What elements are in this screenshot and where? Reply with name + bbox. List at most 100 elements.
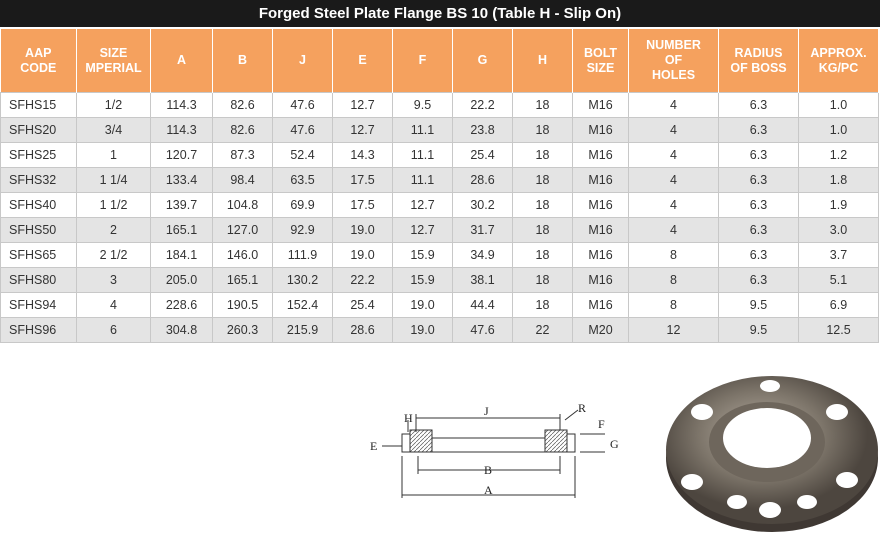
- table-cell: 17.5: [332, 192, 393, 218]
- table-cell: 25.4: [452, 142, 513, 168]
- header-line: B: [237, 53, 248, 67]
- table-cell: 1 1/4: [76, 167, 151, 193]
- table-cell: 28.6: [452, 167, 513, 193]
- table-cell: 104.8: [212, 192, 273, 218]
- table-cell: M16: [572, 192, 629, 218]
- table-cell: 4: [628, 217, 719, 243]
- table-cell: 6.3: [718, 192, 799, 218]
- table-cell: 11.1: [392, 142, 453, 168]
- table-cell: 31.7: [452, 217, 513, 243]
- label-b: B: [484, 463, 492, 477]
- table-cell: 3.7: [798, 242, 879, 268]
- table-cell: 5.1: [798, 267, 879, 293]
- header-cell: G: [452, 29, 513, 93]
- table-cell: 22.2: [332, 267, 393, 293]
- table-row: SFHS94 4 228.6 190.5 152.4 25.4 19.0 44.4 18 M16 8…: [0, 292, 879, 318]
- table-cell: 47.6: [272, 92, 333, 118]
- table-cell: 120.7: [150, 142, 213, 168]
- table-cell: 1.9: [798, 192, 879, 218]
- table-cell: 9.5: [718, 317, 799, 343]
- header-line: E: [358, 53, 367, 67]
- table-cell: 30.2: [452, 192, 513, 218]
- table-cell: SFHS32: [0, 167, 77, 193]
- table-cell: 304.8: [150, 317, 213, 343]
- table-cell: 6.3: [718, 142, 799, 168]
- table-cell: 8: [628, 242, 719, 268]
- header-cell: RADIUS OF BOSS: [718, 29, 799, 93]
- table-cell: 111.9: [272, 242, 333, 268]
- header-line: RADIUS: [734, 45, 783, 60]
- table-cell: SFHS96: [0, 317, 77, 343]
- table-cell: 11.1: [392, 167, 453, 193]
- table-cell: 12.7: [332, 117, 393, 143]
- table-cell: 82.6: [212, 117, 273, 143]
- table-cell: 1 1/2: [76, 192, 151, 218]
- label-a: A: [484, 483, 493, 497]
- table-cell: 9.5: [718, 292, 799, 318]
- table-cell: M16: [572, 167, 629, 193]
- table-cell: 3/4: [76, 117, 151, 143]
- table-cell: 8: [628, 267, 719, 293]
- header-cell: NUMBER OF HOLES: [628, 29, 719, 93]
- spec-table: AAP CODE SIZE MPERIAL A B J E F G H BOLT SIZE NUMBER O…: [0, 29, 879, 343]
- table-row: SFHS50 2 165.1 127.0 92.9 19.0 12.7 31.7 18 M16 4 6…: [0, 217, 879, 243]
- header-line: OF: [664, 53, 683, 67]
- header-cell: B: [212, 29, 273, 93]
- table-cell: 12.7: [332, 92, 393, 118]
- table-cell: 6.3: [718, 167, 799, 193]
- table-row: SFHS65 2 1/2 184.1 146.0 111.9 19.0 15.9 34.9 18…: [0, 242, 879, 268]
- table-row: SFHS96 6 304.8 260.3 215.9 28.6 19.0 47.6 22 M20 1…: [0, 317, 879, 343]
- table-cell: SFHS50: [0, 217, 77, 243]
- header-line: APPROX.: [810, 45, 867, 60]
- header-line: AAP: [25, 45, 52, 60]
- label-r: R: [578, 401, 586, 415]
- header-line: OF BOSS: [730, 60, 787, 75]
- table-cell: 127.0: [212, 217, 273, 243]
- table-cell: 18: [512, 192, 573, 218]
- table-cell: 15.9: [392, 242, 453, 268]
- table-cell: 44.4: [452, 292, 513, 318]
- header-cell: APPROX. KG/PC: [798, 29, 879, 93]
- table-cell: 19.0: [332, 217, 393, 243]
- table-cell: 1.0: [798, 92, 879, 118]
- table-cell: 8: [628, 292, 719, 318]
- table-cell: 4: [628, 142, 719, 168]
- header-cell: J: [272, 29, 333, 93]
- table-cell: 28.6: [332, 317, 393, 343]
- table-cell: M16: [572, 242, 629, 268]
- table-cell: 18: [512, 267, 573, 293]
- table-cell: 47.6: [272, 117, 333, 143]
- table-cell: SFHS15: [0, 92, 77, 118]
- table-cell: 19.0: [332, 242, 393, 268]
- flange-photo: [666, 376, 878, 532]
- table-cell: 69.9: [272, 192, 333, 218]
- table-cell: 18: [512, 142, 573, 168]
- table-cell: 12.7: [392, 217, 453, 243]
- table-cell: 2 1/2: [76, 242, 151, 268]
- header-line: G: [477, 53, 488, 67]
- table-row: SFHS32 1 1/4 133.4 98.4 63.5 17.5 11.1 28.6 18 M1…: [0, 167, 879, 193]
- label-h: H: [404, 411, 413, 425]
- flange-diagram: H J R F E G B A: [370, 401, 619, 498]
- table-cell: 133.4: [150, 167, 213, 193]
- table-cell: SFHS25: [0, 142, 77, 168]
- label-f: F: [598, 417, 605, 431]
- table-cell: 18: [512, 92, 573, 118]
- table-cell: 1: [76, 142, 151, 168]
- table-cell: 205.0: [150, 267, 213, 293]
- table-cell: 2: [76, 217, 151, 243]
- label-g: G: [610, 437, 619, 451]
- table-cell: 47.6: [452, 317, 513, 343]
- table-cell: 14.3: [332, 142, 393, 168]
- header-line: SIZE: [586, 60, 615, 75]
- table-cell: 130.2: [272, 267, 333, 293]
- table-cell: 23.8: [452, 117, 513, 143]
- table-cell: 92.9: [272, 217, 333, 243]
- table-cell: 6.9: [798, 292, 879, 318]
- table-cell: 19.0: [392, 292, 453, 318]
- table-cell: 1.0: [798, 117, 879, 143]
- table-cell: 4: [628, 167, 719, 193]
- table-cell: 260.3: [212, 317, 273, 343]
- table-cell: M16: [572, 117, 629, 143]
- table-cell: 22: [512, 317, 573, 343]
